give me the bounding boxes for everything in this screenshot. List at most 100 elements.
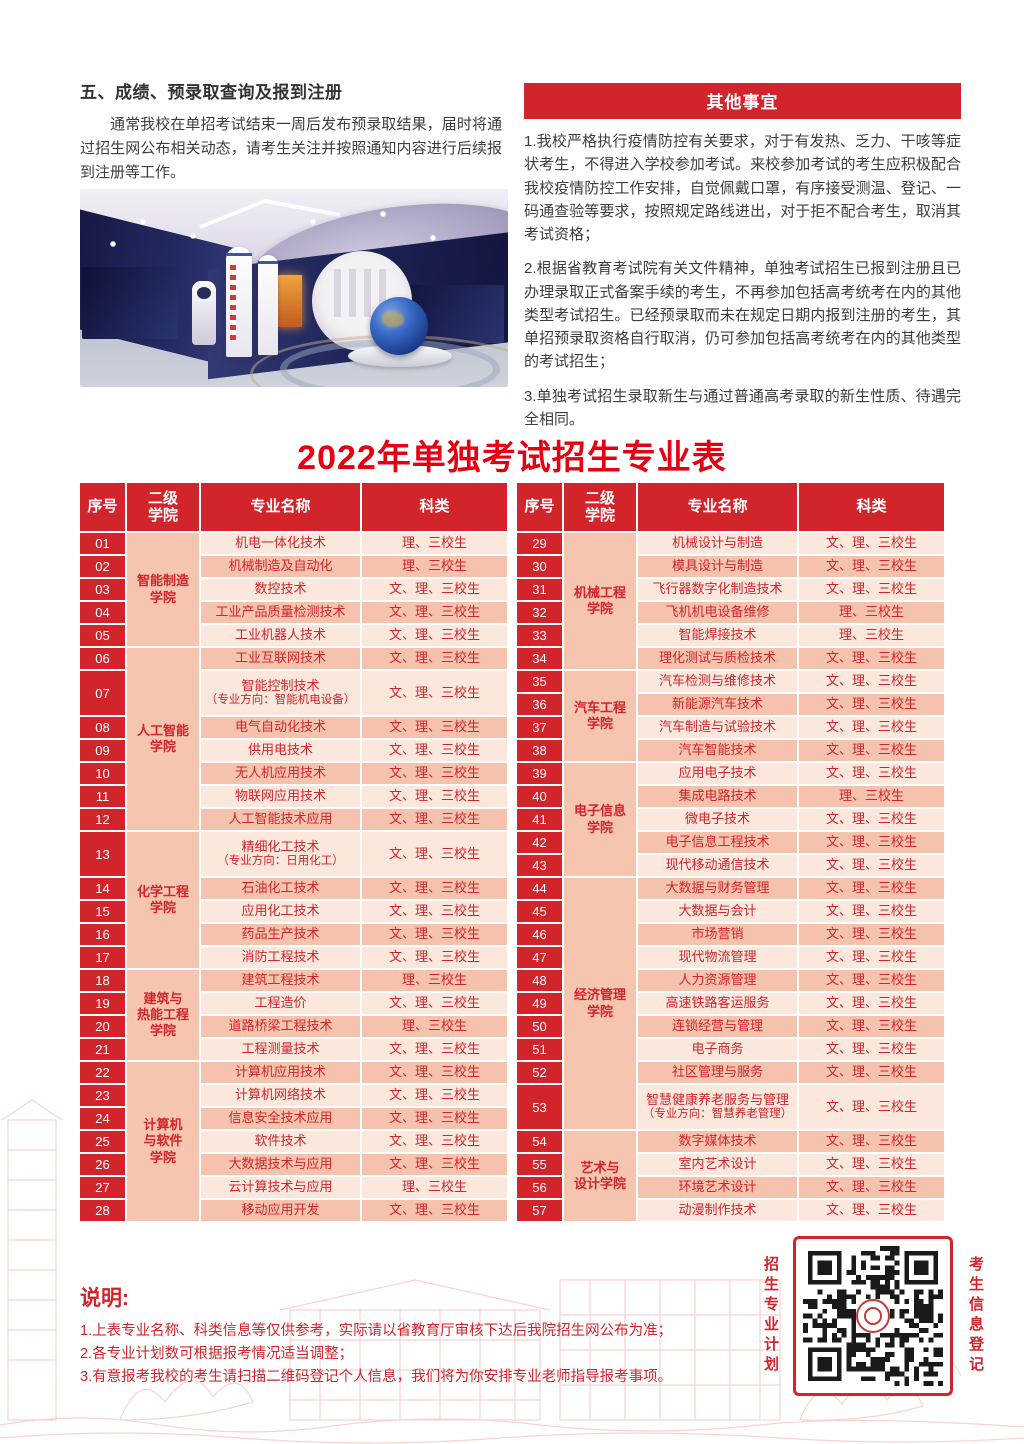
major-cell: 环境艺术设计 [638,1177,797,1198]
major-cell: 智慧健康养老服务与管理 （专业方向：智慧养老管理） [638,1085,797,1129]
college-cell: 建筑与 热能工程 学院 [127,970,199,1060]
category-cell: 理、三校生 [362,556,507,577]
major-cell: 工业互联网技术 [201,648,360,669]
majors-table-left: 序号 二级 学院 专业名称 科类 智能制造 学院 01 机电一体化技术 理、三校生 02 机械制造… [80,483,507,1221]
row-number-cell: 09 [80,740,125,761]
category-cell: 理、三校生 [799,786,944,807]
major-cell: 大数据与会计 [638,901,797,922]
category-cell: 文、理、三校生 [362,717,507,738]
row-number-cell: 06 [80,648,125,669]
category-cell: 理、三校生 [362,533,507,554]
section-scores-registration: 五、成绩、预录取查询及报到注册 通常我校在单招考试结束一周后发布预录取结果，届时… [80,78,502,185]
note-item-1: 1.上表专业名称、科类信息等仅供参考，实际请以省教育厅审核下达后我院招生网公布为… [80,1323,673,1339]
major-cell: 应用化工技术 [201,901,360,922]
category-cell: 文、理、三校生 [362,901,507,922]
category-cell: 理、三校生 [362,1016,507,1037]
row-number-cell: 05 [80,625,125,646]
major-cell: 工程造价 [201,993,360,1014]
category-cell: 文、理、三校生 [362,924,507,945]
category-cell: 文、理、三校生 [362,648,507,669]
category-cell: 文、理、三校生 [362,832,507,876]
row-number-cell: 33 [517,625,562,646]
row-number-cell: 29 [517,533,562,554]
category-cell: 文、理、三校生 [799,1085,944,1129]
qr-frame [793,1236,953,1396]
notes-heading: 说明: [80,1287,129,1310]
row-number-cell: 08 [80,717,125,738]
row-number-cell: 10 [80,763,125,784]
majors-table-right: 序号 二级 学院 专业名称 科类 机械工程 学院 29 机械设计与制造 文、理、三校生 30 模具… [517,483,944,1221]
row-number-cell: 20 [80,1016,125,1037]
row-number-cell: 30 [517,556,562,577]
category-cell: 文、理、三校生 [362,602,507,623]
notes-section: 说明: 1.上表专业名称、科类信息等仅供参考，实际请以省教育厅审核下达后我院招生… [80,1282,680,1390]
row-number-cell: 48 [517,970,562,991]
column-header: 专业名称 [201,483,360,531]
row-number-cell: 49 [517,993,562,1014]
major-cell: 工业机器人技术 [201,625,360,646]
major-cell: 智能焊接技术 [638,625,797,646]
row-number-cell: 27 [80,1177,125,1198]
major-cell: 社区管理与服务 [638,1062,797,1083]
row-number-cell: 19 [80,993,125,1014]
major-cell: 连锁经营与管理 [638,1016,797,1037]
other-item-2: 2.根据省教育考试院有关文件精神，单独考试招生已报到注册且已办理录取正式备案手续… [524,260,961,371]
major-cell: 药品生产技术 [201,924,360,945]
row-number-cell: 40 [517,786,562,807]
row-number-cell: 31 [517,579,562,600]
row-number-cell: 37 [517,717,562,738]
photo-globe-pedestal [348,345,452,367]
note-item-3: 3.有意报考我校的考生请扫描二维码登记个人信息，我们将为你安排专业老师指导报考事… [80,1369,673,1386]
college-cell: 计算机 与软件 学院 [127,1062,199,1221]
column-header: 序号 [517,483,562,531]
category-cell: 文、理、三校生 [799,648,944,669]
column-header: 专业名称 [638,483,797,531]
row-number-cell: 38 [517,740,562,761]
category-cell: 文、理、三校生 [799,717,944,738]
other-item-1: 1.我校严格执行疫情防控有关要求，对于有发热、乏力、干咳等症状考生，不得进入学校… [524,133,961,243]
category-cell: 文、理、三校生 [799,763,944,784]
major-cell: 电子信息工程技术 [638,832,797,853]
category-cell: 理、三校生 [799,602,944,623]
major-cell: 动漫制作技术 [638,1200,797,1221]
row-number-cell: 03 [80,579,125,600]
row-number-cell: 53 [517,1085,562,1129]
college-cell: 机械工程 学院 [564,533,636,669]
major-cell: 道路桥梁工程技术 [201,1016,360,1037]
category-cell: 文、理、三校生 [799,1154,944,1175]
row-number-cell: 26 [80,1154,125,1175]
major-cell: 现代移动通信技术 [638,855,797,876]
row-number-cell: 01 [80,533,125,554]
category-cell: 文、理、三校生 [799,809,944,830]
category-cell: 文、理、三校生 [362,625,507,646]
category-cell: 文、理、三校生 [799,1016,944,1037]
row-number-cell: 02 [80,556,125,577]
category-cell: 文、理、三校生 [799,1039,944,1060]
major-cell: 电子商务 [638,1039,797,1060]
category-cell: 文、理、三校生 [799,671,944,692]
category-cell: 文、理、三校生 [362,671,507,715]
category-cell: 文、理、三校生 [799,993,944,1014]
major-cell: 机械设计与制造 [638,533,797,554]
category-cell: 文、理、三校生 [799,1200,944,1221]
photo-light-line [199,198,341,229]
row-number-cell: 25 [80,1131,125,1152]
major-cell: 供用电技术 [201,740,360,761]
category-cell: 文、理、三校生 [362,993,507,1014]
major-cell: 工程测量技术 [201,1039,360,1060]
column-header: 科类 [799,483,944,531]
row-number-cell: 13 [80,832,125,876]
row-number-cell: 17 [80,947,125,968]
category-cell: 文、理、三校生 [362,809,507,830]
section5-heading: 五、成绩、预录取查询及报到注册 [80,83,343,102]
photo-astronaut-model [192,281,216,345]
row-number-cell: 16 [80,924,125,945]
category-cell: 理、三校生 [799,625,944,646]
other-item-3: 3.单独考试招生录取新生与通过普通高考录取的新生性质、待遇完全相同。 [524,387,961,428]
category-cell: 文、理、三校生 [799,556,944,577]
row-number-cell: 28 [80,1200,125,1221]
major-cell: 精细化工技术 （专业方向：日用化工） [201,832,360,876]
major-cell: 理化测试与质检技术 [638,648,797,669]
major-cell: 室内艺术设计 [638,1154,797,1175]
